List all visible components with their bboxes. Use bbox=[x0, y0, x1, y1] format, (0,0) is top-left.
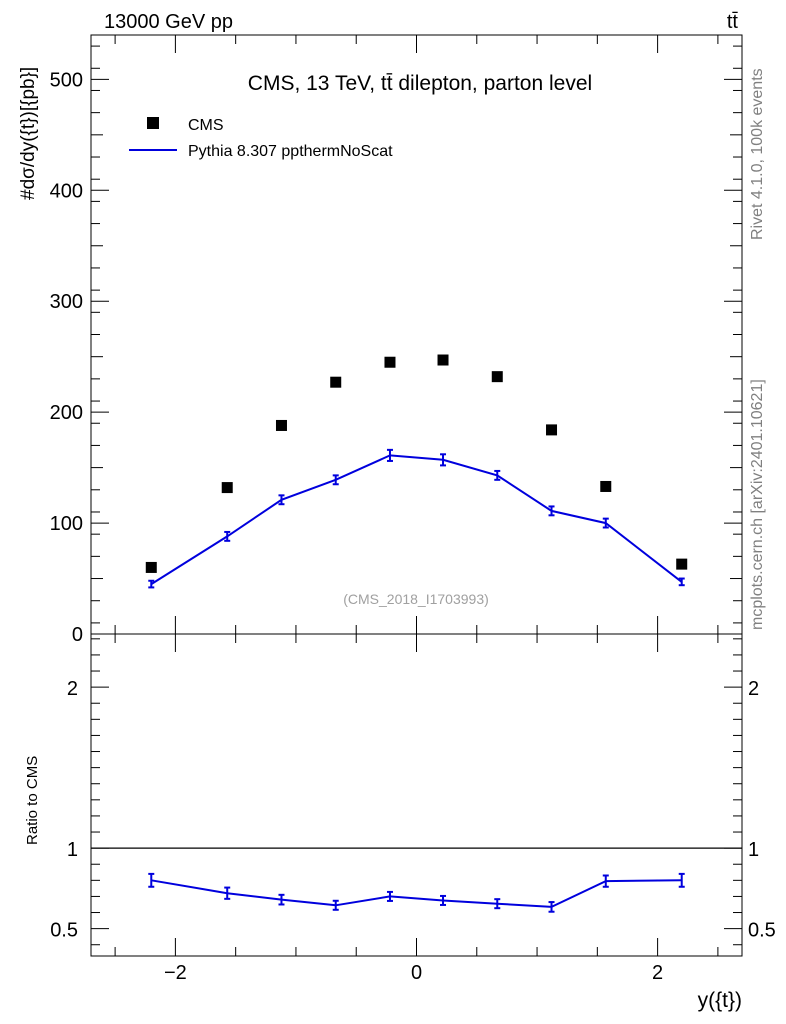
ratio-y-axis-label: Ratio to CMS bbox=[24, 756, 41, 845]
ratio-y-tick-label-right: 1 bbox=[748, 839, 759, 861]
mcplots-label: mcplots.cern.ch [arXiv:2401.10621] bbox=[749, 379, 766, 630]
y-tick-label: 400 bbox=[50, 180, 83, 202]
x-axis-label: y({t}) bbox=[698, 989, 742, 1012]
cms-data-point bbox=[546, 424, 558, 436]
process-label: tt̄ bbox=[727, 11, 739, 33]
x-tick-label: 0 bbox=[411, 962, 422, 984]
ratio-panel: 0.5 0.5 1 1 2 2 −2 0 2 Ratio to CMS y({t}) bbox=[24, 633, 776, 1012]
y-axis-label: #dσ/dy({t})[{pb}] bbox=[18, 67, 39, 200]
cms-data-point bbox=[275, 419, 287, 431]
y-tick-label: 0 bbox=[72, 624, 83, 646]
analysis-watermark: (CMS_2018_I1703993) bbox=[343, 591, 489, 607]
cms-data-point bbox=[676, 558, 688, 570]
y-tick-label: 100 bbox=[50, 513, 83, 535]
rivet-label: Rivet 4.1.0, 100k events bbox=[749, 68, 766, 240]
cms-data-point bbox=[330, 376, 342, 388]
legend-label-pythia: Pythia 8.307 ppthermNoScat bbox=[188, 143, 393, 160]
main-axes: 0 100 200 300 400 500 bbox=[50, 35, 742, 646]
cms-data-point bbox=[600, 480, 612, 492]
legend-marker-cms bbox=[147, 117, 159, 129]
cms-data-point bbox=[145, 561, 157, 573]
legend-label-cms: CMS bbox=[188, 117, 224, 134]
ratio-y-tick-label-right: 2 bbox=[748, 678, 759, 700]
cms-data-point bbox=[384, 356, 396, 368]
x-tick-label: −2 bbox=[164, 962, 187, 984]
ratio-y-tick-label: 1 bbox=[67, 839, 78, 861]
ratio-line bbox=[151, 879, 682, 908]
y-tick-label: 300 bbox=[50, 291, 83, 313]
main-panel: 0 100 200 300 400 500 CMS, 13 TeV, tt̄ dilept… bbox=[18, 34, 743, 646]
ratio-y-tick-label: 2 bbox=[67, 678, 78, 700]
ratio-marks bbox=[148, 872, 685, 913]
cms-data-point bbox=[221, 482, 233, 494]
ratio-frame bbox=[90, 633, 743, 957]
x-tick-label: 2 bbox=[652, 962, 663, 984]
y-tick-label: 500 bbox=[50, 69, 83, 91]
cms-data-point bbox=[437, 354, 449, 366]
energy-label: 13000 GeV pp bbox=[104, 11, 233, 33]
main-marks bbox=[145, 354, 688, 589]
ratio-y-tick-label-right: 0.5 bbox=[748, 920, 776, 942]
ratio-y-tick-label: 0.5 bbox=[50, 920, 78, 942]
pythia-line bbox=[150, 454, 683, 585]
ratio-axes: 0.5 0.5 1 1 2 2 −2 0 2 bbox=[50, 634, 776, 984]
plot-title: CMS, 13 TeV, tt̄ dilepton, parton level bbox=[248, 72, 592, 95]
legend: CMS Pythia 8.307 ppthermNoScat bbox=[129, 117, 393, 160]
cms-data-point bbox=[491, 371, 503, 383]
y-tick-label: 200 bbox=[50, 402, 83, 424]
